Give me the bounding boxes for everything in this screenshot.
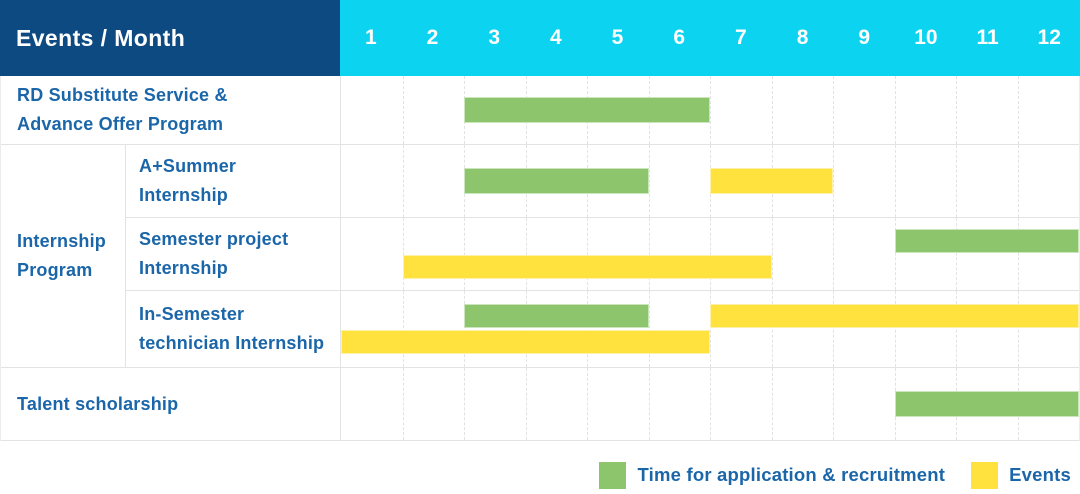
- month-gridline: [464, 218, 465, 290]
- table-row: A+Summer Internship: [1, 145, 1079, 218]
- bar-events: [710, 168, 833, 194]
- month-gridline: [833, 368, 834, 440]
- month-gridline: [1017, 218, 1019, 290]
- row-label: RD Substitute Service & Advance Offer Pr…: [1, 76, 341, 145]
- month-gridline: [956, 218, 957, 290]
- legend-item-application: Time for application & recruitment: [599, 461, 946, 489]
- month-gridline: [771, 218, 773, 290]
- row-label: Semester project Internship: [125, 218, 341, 291]
- month-gridline: [710, 291, 711, 367]
- month-header-1: 1: [364, 26, 377, 49]
- month-gridline: [587, 218, 588, 290]
- month-header-6: 6: [673, 26, 686, 49]
- row-label: A+Summer Internship: [125, 145, 341, 218]
- row-timeline: [341, 145, 1079, 218]
- bar-application: [464, 304, 649, 328]
- month-gridline: [525, 291, 527, 367]
- month-gridline: [525, 218, 527, 290]
- bar-application: [464, 97, 710, 123]
- group-label: Internship Program: [1, 145, 125, 368]
- month-gridline: [894, 145, 896, 217]
- row-timeline: [341, 368, 1079, 441]
- month-header-12: 12: [1037, 26, 1061, 49]
- bar-application: [894, 391, 1079, 417]
- month-gridline: [771, 368, 773, 440]
- row-label: In-Semester technician Internship: [125, 291, 341, 368]
- month-gridline: [1017, 145, 1019, 217]
- events-month-header-cell: Events / Month: [0, 0, 340, 76]
- month-gridline: [402, 291, 404, 367]
- legend: Time for application & recruitment Events: [599, 461, 1071, 489]
- month-gridline: [1017, 76, 1019, 144]
- month-header-10: 10: [914, 26, 938, 49]
- table-row: In-Semester technician Internship: [1, 291, 1079, 368]
- month-gridline: [771, 76, 773, 144]
- application-swatch-icon: [599, 461, 627, 489]
- month-header-3: 3: [488, 26, 501, 49]
- month-gridline: [648, 368, 650, 440]
- gantt-table-body: RD Substitute Service & Advance Offer Pr…: [0, 76, 1080, 441]
- month-gridline: [402, 145, 404, 217]
- month-header-8: 8: [796, 26, 809, 49]
- month-gridline: [956, 291, 957, 367]
- month-gridline: [833, 291, 834, 367]
- month-gridline: [402, 218, 404, 290]
- month-gridline: [894, 291, 896, 367]
- month-gridline: [710, 368, 711, 440]
- table-row: Talent scholarship: [1, 368, 1079, 441]
- legend-label: Time for application & recruitment: [637, 464, 946, 485]
- month-gridline: [710, 218, 711, 290]
- row-timeline: [341, 291, 1079, 368]
- month-header-cells: 1 2 3 4 5 6 7 8 9 10 11 12: [340, 0, 1080, 76]
- month-gridline: [648, 291, 650, 367]
- month-gridline: [833, 76, 834, 144]
- month-header-9: 9: [858, 26, 871, 49]
- month-gridline: [833, 218, 834, 290]
- month-gridline: [956, 76, 957, 144]
- table-row: Semester project Internship: [1, 218, 1079, 291]
- legend-item-events: Events: [971, 461, 1071, 489]
- bar-application: [894, 229, 1079, 253]
- events-swatch-icon: [971, 461, 999, 489]
- month-gridline: [402, 368, 404, 440]
- month-gridline: [525, 368, 527, 440]
- month-gridline: [587, 368, 588, 440]
- month-gridline: [402, 76, 404, 144]
- month-gridline: [833, 145, 834, 217]
- bar-application: [464, 168, 649, 194]
- row-timeline: [341, 76, 1079, 145]
- table-header-row: Events / Month 1 2 3 4 5 6 7 8 9 10 11 12: [0, 0, 1080, 76]
- month-gridline: [464, 291, 465, 367]
- month-gridline: [894, 76, 896, 144]
- month-header-4: 4: [550, 26, 562, 49]
- table-row: RD Substitute Service & Advance Offer Pr…: [1, 76, 1079, 145]
- month-gridline: [1017, 291, 1019, 367]
- month-gridline: [648, 145, 650, 217]
- bar-events: [341, 330, 710, 354]
- bar-events: [710, 304, 1079, 328]
- legend-label: Events: [1009, 464, 1071, 485]
- row-label: Talent scholarship: [1, 368, 341, 441]
- month-gridline: [956, 145, 957, 217]
- row-timeline: [341, 218, 1079, 291]
- month-gridline: [587, 291, 588, 367]
- month-gridline: [648, 218, 650, 290]
- month-gridline: [894, 218, 896, 290]
- month-header-5: 5: [611, 26, 624, 49]
- month-gridline: [464, 368, 465, 440]
- month-header-7: 7: [735, 26, 747, 49]
- bar-events: [402, 255, 772, 279]
- month-header-2: 2: [426, 26, 439, 49]
- month-header-11: 11: [976, 26, 999, 49]
- month-gridline: [771, 291, 773, 367]
- month-gridline: [710, 76, 711, 144]
